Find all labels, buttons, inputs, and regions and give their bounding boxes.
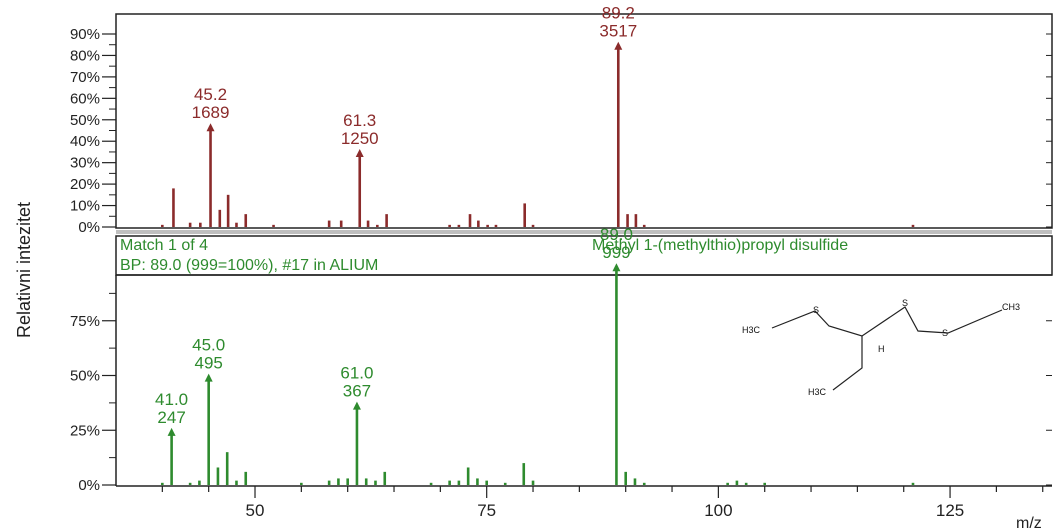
base-peak-text: BP: 89.0 (999=100%), #17 in ALIUM: [120, 257, 378, 274]
atom-label-s3: S: [942, 328, 948, 338]
peak-label-abund-1-1: 495: [194, 354, 222, 373]
top-plot-frame: [115, 13, 1053, 229]
peak-arrow-1-0: [167, 427, 176, 436]
x-tick-label-3: 125: [936, 501, 964, 520]
compound-name: Methyl 1-(methylthio)propyl disulfide: [592, 237, 848, 254]
y-tick-label-0-2: 20%: [70, 176, 100, 193]
peak-arrow-1-2: [352, 401, 361, 410]
x-tick-label-0: 50: [246, 501, 265, 520]
peak-label-abund-0-0: 1689: [192, 103, 230, 122]
atom-label-h3c-bottom: H3C: [808, 387, 827, 397]
x-tick-label-2: 100: [704, 501, 732, 520]
peak-arrow-0-2: [614, 41, 623, 50]
y-tick-label-0-0: 0%: [78, 219, 100, 236]
peak-arrow-0-0: [206, 123, 215, 132]
y-tick-label-0-5: 50%: [70, 112, 100, 129]
peak-arrow-0-1: [355, 148, 364, 157]
peak-label-abund-0-1: 1250: [341, 129, 379, 148]
peak-label-mz-1-0: 41.0: [155, 390, 188, 409]
peak-label-mz-1-3: 89.0: [600, 225, 633, 244]
y-tick-label-1-0: 0%: [78, 477, 100, 494]
peak-label-mz-0-0: 45.2: [194, 85, 227, 104]
atom-label-s2: S: [902, 298, 908, 308]
peak-label-abund-0-2: 3517: [599, 22, 637, 41]
y-tick-label-1-2: 50%: [70, 368, 100, 385]
peak-label-mz-1-1: 45.0: [192, 336, 225, 355]
y-tick-label-0-4: 40%: [70, 133, 100, 150]
peak-label-abund-1-3: 999: [602, 243, 630, 262]
y-tick-label-1-3: 75%: [70, 313, 100, 330]
peak-label-mz-0-1: 61.3: [343, 111, 376, 130]
peak-label-abund-1-0: 247: [157, 408, 185, 427]
atom-label-h3c-left: H3C: [742, 325, 761, 335]
peak-label-mz-0-2: 89.2: [602, 4, 635, 23]
y-tick-label-0-3: 30%: [70, 155, 100, 172]
peak-arrow-1-1: [204, 373, 213, 382]
match-text: Match 1 of 4: [120, 237, 208, 254]
x-axis-label: m/z: [1016, 515, 1042, 532]
y-tick-label-1-1: 25%: [70, 422, 100, 439]
peak-arrow-1-3: [612, 263, 621, 272]
atom-label-s1: S: [813, 305, 819, 315]
x-tick-label-1: 75: [477, 501, 496, 520]
y-tick-label-0-6: 60%: [70, 90, 100, 107]
chemical-structure: [771, 306, 1003, 391]
y-axis-label: Relativni intezitet: [14, 202, 34, 338]
y-tick-label-0-1: 10%: [70, 198, 100, 215]
structure-bonds: [771, 306, 1003, 337]
peak-label-abund-1-2: 367: [343, 382, 371, 401]
atom-label-h: H: [878, 344, 885, 354]
y-tick-label-0-9: 90%: [70, 26, 100, 43]
y-tick-label-0-8: 80%: [70, 47, 100, 64]
y-tick-label-0-7: 70%: [70, 69, 100, 86]
structure-ethyl-bonds: [832, 336, 863, 391]
atom-label-ch3: CH3: [1002, 302, 1020, 312]
peak-label-mz-1-2: 61.0: [340, 364, 373, 383]
